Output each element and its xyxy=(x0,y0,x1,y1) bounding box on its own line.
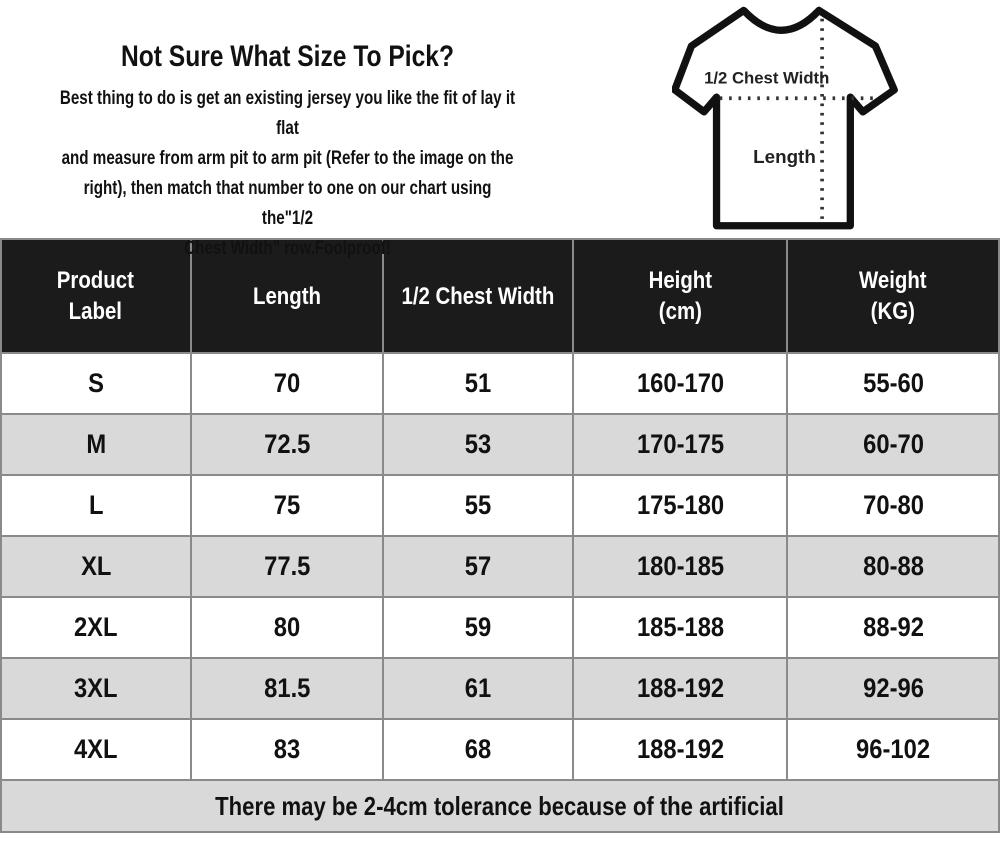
size-chart-table: Product Label Length 1/2 Chest Width Hei… xyxy=(0,238,1000,833)
instructions-block: Not Sure What Size To Pick? Best thing t… xyxy=(0,40,575,264)
chest-width-label: 1/2 Chest Width xyxy=(704,69,829,88)
weight-value: 70-80 xyxy=(862,490,924,520)
tshirt-diagram: 1/2 Chest Width Length xyxy=(672,0,898,232)
height-value: 185-188 xyxy=(636,612,724,642)
size-label: 2XL xyxy=(74,612,118,642)
length-value: 80 xyxy=(273,612,301,642)
chest-width-value: 51 xyxy=(464,368,492,398)
weight-value: 96-102 xyxy=(856,734,931,764)
table-row-2xl: 2XL 80 59 185-188 88-92 xyxy=(0,596,1000,659)
weight-value: 60-70 xyxy=(862,429,924,459)
column-header-text: Weight (KG) xyxy=(859,267,928,325)
length-value: 81.5 xyxy=(263,673,311,703)
column-header-product-label: Product Label xyxy=(0,238,192,354)
column-header-height: Height (cm) xyxy=(571,238,789,354)
column-header-text: Product Label xyxy=(57,267,135,325)
size-label: 3XL xyxy=(74,673,118,703)
height-value: 175-180 xyxy=(636,490,724,520)
length-label: Length xyxy=(753,146,816,167)
size-label: S xyxy=(87,368,104,398)
column-header-text: 1/2 Chest Width xyxy=(401,282,555,310)
size-label: 4XL xyxy=(74,734,118,764)
chest-width-value: 61 xyxy=(464,673,492,703)
size-label: XL xyxy=(80,551,111,581)
top-section: Not Sure What Size To Pick? Best thing t… xyxy=(0,0,1000,259)
height-value: 188-192 xyxy=(636,673,724,703)
table-row-3xl: 3XL 81.5 61 188-192 92-96 xyxy=(0,657,1000,720)
chest-width-value: 55 xyxy=(464,490,492,520)
weight-value: 80-88 xyxy=(862,551,924,581)
instructions-text: Best thing to do is get an existing jers… xyxy=(59,88,516,259)
size-label: L xyxy=(88,490,104,520)
chest-width-value: 53 xyxy=(464,429,492,459)
column-header-text: Length xyxy=(252,282,321,310)
table-row-s: S 70 51 160-170 55-60 xyxy=(0,352,1000,415)
tshirt-icon: 1/2 Chest Width Length xyxy=(672,6,898,230)
length-value: 83 xyxy=(273,734,301,764)
height-value: 160-170 xyxy=(636,368,724,398)
chest-width-value: 57 xyxy=(464,551,492,581)
column-header-weight: Weight (KG) xyxy=(786,238,1000,354)
length-value: 72.5 xyxy=(263,429,311,459)
tolerance-note-row: There may be 2-4cm tolerance because of … xyxy=(0,779,1000,833)
length-value: 70 xyxy=(273,368,301,398)
page-title: Not Sure What Size To Pick? xyxy=(120,40,455,73)
column-header-text: Height (cm) xyxy=(648,267,712,325)
tolerance-note: There may be 2-4cm tolerance because of … xyxy=(215,790,785,821)
height-value: 170-175 xyxy=(636,429,724,459)
table-header-row: Product Label Length 1/2 Chest Width Hei… xyxy=(0,238,1000,354)
chest-width-value: 68 xyxy=(464,734,492,764)
length-value: 75 xyxy=(273,490,301,520)
tshirt-outline xyxy=(672,6,898,230)
column-header-length: Length xyxy=(189,238,385,354)
table-row-m: M 72.5 53 170-175 60-70 xyxy=(0,413,1000,476)
size-label: M xyxy=(85,429,106,459)
column-header-chest-width: 1/2 Chest Width xyxy=(382,238,574,354)
height-value: 188-192 xyxy=(636,734,724,764)
table-row-l: L 75 55 175-180 70-80 xyxy=(0,474,1000,537)
length-value: 77.5 xyxy=(263,551,311,581)
weight-value: 55-60 xyxy=(862,368,924,398)
chest-width-value: 59 xyxy=(464,612,492,642)
weight-value: 92-96 xyxy=(862,673,924,703)
table-row-4xl: 4XL 83 68 188-192 96-102 xyxy=(0,718,1000,781)
height-value: 180-185 xyxy=(636,551,724,581)
table-row-xl: XL 77.5 57 180-185 80-88 xyxy=(0,535,1000,598)
weight-value: 88-92 xyxy=(862,612,924,642)
